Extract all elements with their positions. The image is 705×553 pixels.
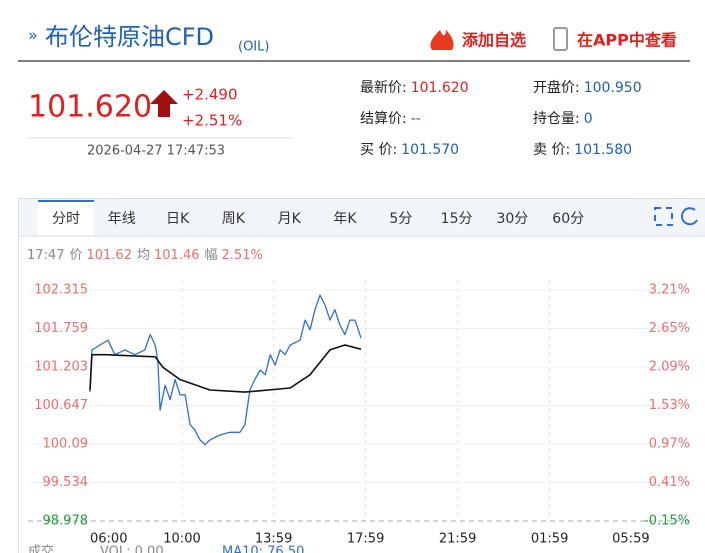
y-tick-label: 99.534 xyxy=(43,475,89,490)
status: 17:47 价 101.62 均 101.46 幅 2.51% xyxy=(27,248,263,263)
tab[interactable]: 15分 xyxy=(441,211,473,227)
detail: 开盘价: 100.950 xyxy=(533,79,642,96)
y2-tick-label: 0.41% xyxy=(649,475,690,490)
tab[interactable]: 月K xyxy=(278,211,302,227)
y2-tick-label: 2.09% xyxy=(649,360,690,375)
phone-icon xyxy=(553,27,568,51)
detail-value: 0 xyxy=(584,111,593,127)
code: (OIL) xyxy=(238,40,269,55)
tabs: 分时 年线 日K 周K 月K 年K 5分 15分 30分 60分 xyxy=(38,200,584,237)
series-line xyxy=(89,344,362,393)
volume-label: 成交 xyxy=(28,544,54,553)
flame-icon xyxy=(430,30,454,50)
y2-tick-label: 2.65% xyxy=(649,321,690,336)
change: +2.490 xyxy=(182,86,238,104)
x-tick-label: 01:59 xyxy=(531,532,568,547)
detail-label: 结算价: xyxy=(360,111,407,127)
status-label: 幅 xyxy=(205,248,218,263)
y2-tick-label: 1.53% xyxy=(649,398,690,413)
price: 101.620 xyxy=(28,90,152,125)
active-tab xyxy=(38,200,94,237)
detail: 卖 价: 101.580 xyxy=(533,142,632,158)
status-line: 17:47 价 101.62 均 101.46 幅 2.51% xyxy=(27,248,263,263)
detail: 最新价: 101.620 xyxy=(360,80,469,96)
tab[interactable]: 年线 xyxy=(108,211,136,227)
y-tick-label: 101.759 xyxy=(34,321,88,336)
tab[interactable]: 60分 xyxy=(552,211,584,227)
open-app[interactable]: 在APP中查看 xyxy=(577,31,677,50)
x-tick-label: 10:00 xyxy=(163,532,200,547)
y2-tick-label: 3.21% xyxy=(649,283,690,298)
detail-label: 持仓量: xyxy=(533,111,580,127)
y-tick-label: 98.978 xyxy=(43,514,89,529)
detail: 结算价: -- xyxy=(360,111,421,127)
tab[interactable]: 5分 xyxy=(389,211,412,227)
ma10: MA10: 76.50 xyxy=(222,545,304,553)
y2-tick-label: 0.97% xyxy=(649,437,690,452)
detail-label: 卖 价: xyxy=(533,142,570,158)
status-value: 101.46 xyxy=(154,248,200,263)
tab[interactable]: 30分 xyxy=(496,211,528,227)
detail-value: -- xyxy=(411,111,421,127)
series-line xyxy=(89,294,362,446)
refresh-icon[interactable] xyxy=(680,207,698,226)
tab[interactable]: 日K xyxy=(166,211,190,227)
plot: 98.978 99.534 100.09 100.647 101.203 101.759 1… xyxy=(28,280,690,547)
x-tick-label: 06:00 xyxy=(90,532,127,547)
detail: 买 价: 101.570 xyxy=(360,142,459,158)
detail-value: 101.580 xyxy=(574,142,632,158)
y-tick-label: 102.315 xyxy=(34,283,88,298)
tab-bar xyxy=(19,199,705,236)
fullscreen-icon[interactable] xyxy=(654,207,673,226)
up-arrow xyxy=(150,90,178,117)
y-tick-label: 101.203 xyxy=(34,359,88,374)
status-value: 101.62 xyxy=(86,248,132,263)
status-time: 17:47 xyxy=(27,248,64,263)
detail-label: 买 价: xyxy=(360,142,397,158)
status-label: 均 xyxy=(137,248,150,263)
change-pct: +2.51% xyxy=(182,112,242,130)
status-value: 2.51% xyxy=(222,248,263,263)
detail-label: 开盘价: xyxy=(533,79,580,96)
detail-label: 最新价: xyxy=(360,80,407,96)
chevron: » xyxy=(28,26,38,45)
y-tick-label: 100.647 xyxy=(34,398,88,413)
y2-tick-label: -0.15% xyxy=(644,514,690,529)
detail: 持仓量: 0 xyxy=(533,111,593,127)
tab[interactable]: 分时 xyxy=(52,211,80,227)
status-label: 价 xyxy=(69,248,82,263)
quote-time: 2026-04-27 17:47:53 xyxy=(87,144,225,159)
x-tick-label: 13:59 xyxy=(255,532,292,547)
detail-value: 100.950 xyxy=(584,80,642,96)
x-tick-label: 05:59 xyxy=(612,532,649,547)
chart-panel xyxy=(18,198,705,553)
title: 布伦特原油CFD xyxy=(45,23,214,51)
detail-value: 101.620 xyxy=(411,80,469,96)
tab[interactable]: 周K xyxy=(222,211,246,227)
tab[interactable]: 年K xyxy=(333,211,357,227)
x-tick-label: 21:59 xyxy=(439,532,476,547)
x-tick-label: 17:59 xyxy=(347,532,384,547)
volume: VOL: 0.00 xyxy=(100,545,164,553)
detail-value: 101.570 xyxy=(401,142,459,158)
y-tick-label: 100.09 xyxy=(43,437,89,452)
add-watch[interactable]: 添加自选 xyxy=(462,31,526,50)
